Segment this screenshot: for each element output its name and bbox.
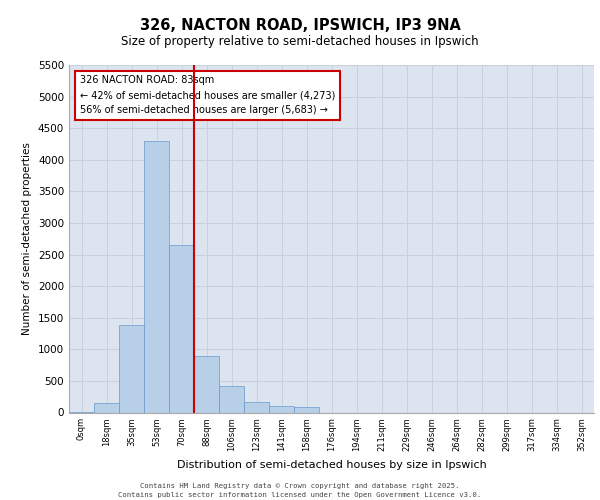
X-axis label: Distribution of semi-detached houses by size in Ipswich: Distribution of semi-detached houses by … xyxy=(176,460,487,469)
Bar xyxy=(119,326,144,412)
Bar xyxy=(294,408,319,412)
Y-axis label: Number of semi-detached properties: Number of semi-detached properties xyxy=(22,142,32,335)
Text: Size of property relative to semi-detached houses in Ipswich: Size of property relative to semi-detach… xyxy=(121,35,479,48)
Bar xyxy=(144,141,169,412)
Bar xyxy=(219,386,244,412)
Bar xyxy=(169,245,194,412)
Text: Contains HM Land Registry data © Crown copyright and database right 2025.
Contai: Contains HM Land Registry data © Crown c… xyxy=(118,483,482,498)
Bar xyxy=(94,403,119,412)
Bar xyxy=(269,406,294,412)
Text: 326, NACTON ROAD, IPSWICH, IP3 9NA: 326, NACTON ROAD, IPSWICH, IP3 9NA xyxy=(140,18,460,32)
Text: 326 NACTON ROAD: 83sqm
← 42% of semi-detached houses are smaller (4,273)
56% of : 326 NACTON ROAD: 83sqm ← 42% of semi-det… xyxy=(79,76,335,115)
Bar xyxy=(244,402,269,412)
Bar xyxy=(194,356,219,412)
